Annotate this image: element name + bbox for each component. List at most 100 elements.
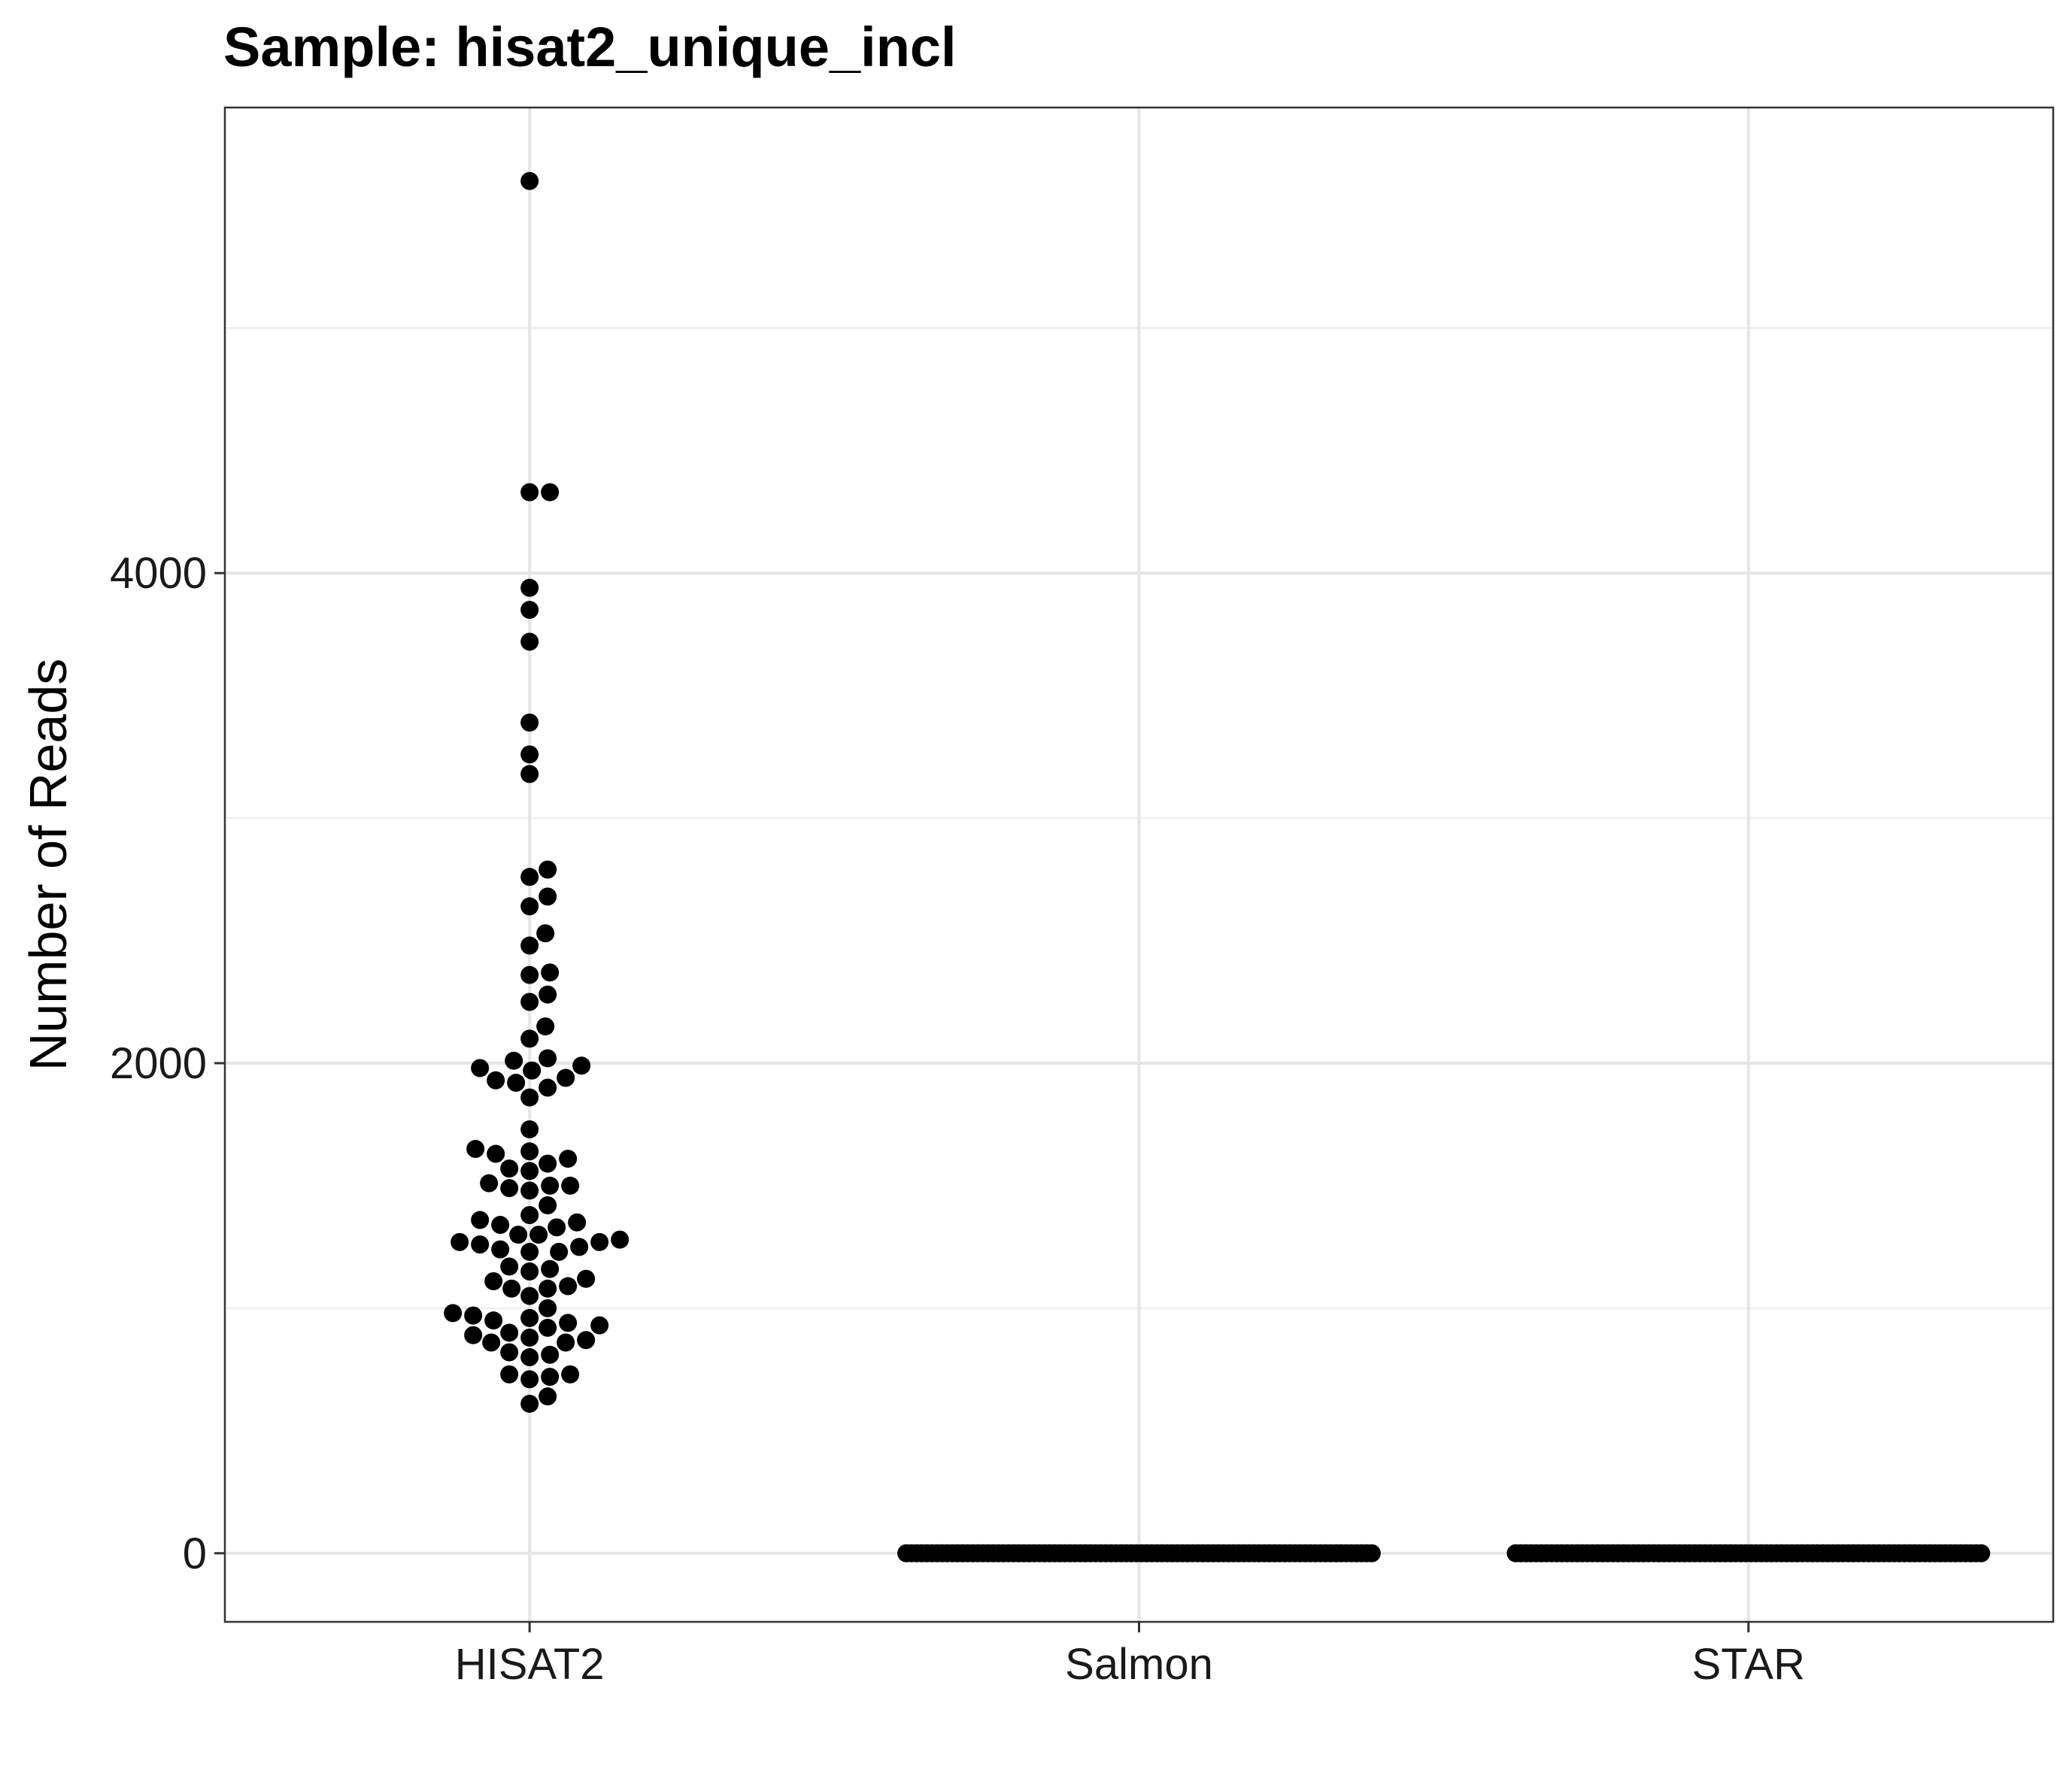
data-point-hisat2 <box>487 1144 505 1163</box>
data-point-hisat2 <box>500 1179 519 1198</box>
data-point-hisat2 <box>541 483 560 502</box>
data-point-hisat2 <box>520 1088 539 1107</box>
data-point-hisat2 <box>520 483 539 502</box>
data-point-hisat2 <box>471 1211 490 1229</box>
grid-lines <box>225 108 2053 1622</box>
data-point-hisat2 <box>520 601 539 620</box>
data-point-hisat2 <box>471 1235 490 1254</box>
data-point-hisat2 <box>541 1259 560 1278</box>
data-point-hisat2 <box>538 1279 557 1298</box>
data-point-hisat2 <box>520 993 539 1011</box>
x-tick-label: STAR <box>1692 1640 1805 1689</box>
data-point-hisat2 <box>538 1078 557 1097</box>
data-point-star <box>1972 1544 1991 1562</box>
data-point-hisat2 <box>520 936 539 955</box>
data-point-hisat2 <box>559 1150 578 1168</box>
data-point-hisat2 <box>561 1365 580 1384</box>
data-point-hisat2 <box>557 1333 575 1352</box>
data-point-hisat2 <box>520 1029 539 1048</box>
data-point-hisat2 <box>464 1306 483 1325</box>
data-point-hisat2 <box>568 1213 587 1232</box>
data-point-hisat2 <box>464 1326 483 1344</box>
data-point-hisat2 <box>466 1140 485 1159</box>
data-point-hisat2 <box>520 868 539 886</box>
data-point-salmon <box>1362 1544 1381 1562</box>
data-point-hisat2 <box>541 1368 560 1387</box>
y-tick-label: 0 <box>183 1529 207 1578</box>
data-point-hisat2 <box>541 1176 560 1195</box>
data-point-hisat2 <box>505 1051 523 1070</box>
data-point-hisat2 <box>611 1230 629 1249</box>
data-point-hisat2 <box>484 1272 503 1291</box>
data-point-hisat2 <box>520 1262 539 1280</box>
data-point-hisat2 <box>538 1154 557 1173</box>
data-point-hisat2 <box>491 1216 510 1235</box>
data-point-hisat2 <box>536 924 555 943</box>
data-point-hisat2 <box>520 1242 539 1261</box>
data-point-hisat2 <box>577 1269 596 1288</box>
data-point-hisat2 <box>538 985 557 1004</box>
data-point-hisat2 <box>570 1238 589 1256</box>
data-point-hisat2 <box>538 1049 557 1068</box>
data-point-hisat2 <box>482 1333 501 1352</box>
data-point-hisat2 <box>520 713 539 732</box>
data-point-hisat2 <box>444 1304 463 1323</box>
data-point-hisat2 <box>538 887 557 906</box>
data-point-hisat2 <box>520 1181 539 1200</box>
data-point-hisat2 <box>538 1318 557 1337</box>
data-point-hisat2 <box>520 965 539 984</box>
data-point-hisat2 <box>500 1343 519 1362</box>
data-point-hisat2 <box>520 632 539 651</box>
data-point-hisat2 <box>548 1218 566 1237</box>
data-point-hisat2 <box>500 1159 519 1178</box>
data-point-hisat2 <box>538 1299 557 1317</box>
data-point-hisat2 <box>590 1232 609 1251</box>
data-point-hisat2 <box>451 1232 469 1251</box>
data-point-hisat2 <box>502 1279 521 1298</box>
data-point-hisat2 <box>520 1394 539 1413</box>
y-axis-title: Number of Reads <box>19 659 77 1071</box>
y-tick-label: 2000 <box>110 1039 207 1088</box>
data-point-hisat2 <box>487 1071 505 1090</box>
data-point-hisat2 <box>572 1056 591 1075</box>
data-point-hisat2 <box>541 1345 560 1364</box>
data-point-hisat2 <box>484 1311 503 1330</box>
data-point-hisat2 <box>520 765 539 783</box>
data-point-hisat2 <box>523 1061 542 1080</box>
data-point-hisat2 <box>550 1242 569 1261</box>
data-point-hisat2 <box>520 897 539 916</box>
data-point-hisat2 <box>507 1074 526 1093</box>
data-point-hisat2 <box>500 1257 519 1276</box>
data-point-hisat2 <box>500 1365 519 1384</box>
x-tick-label: HISAT2 <box>455 1640 605 1689</box>
data-point-hisat2 <box>520 1370 539 1389</box>
data-point-hisat2 <box>557 1068 575 1087</box>
data-point-hisat2 <box>520 1142 539 1161</box>
data-point-hisat2 <box>536 1017 555 1036</box>
data-point-hisat2 <box>520 1348 539 1367</box>
data-point-hisat2 <box>529 1226 548 1244</box>
data-point-hisat2 <box>520 1162 539 1180</box>
data-point-hisat2 <box>520 1120 539 1138</box>
data-point-hisat2 <box>561 1176 580 1195</box>
data-point-hisat2 <box>590 1316 609 1335</box>
data-point-hisat2 <box>480 1174 499 1193</box>
data-point-hisat2 <box>541 963 560 982</box>
data-point-hisat2 <box>520 1206 539 1225</box>
data-point-hisat2 <box>538 1196 557 1214</box>
data-point-hisat2 <box>559 1277 578 1296</box>
y-tick-label: 4000 <box>110 549 207 598</box>
data-point-hisat2 <box>520 1328 539 1347</box>
data-points <box>444 171 1991 1562</box>
y-axis: 0 2000 4000 <box>110 549 225 1578</box>
x-tick-label: Salmon <box>1065 1640 1213 1689</box>
chart-title: Sample: hisat2_unique_incl <box>223 16 957 78</box>
data-point-hisat2 <box>538 1387 557 1406</box>
data-point-hisat2 <box>559 1314 578 1332</box>
data-point-hisat2 <box>520 745 539 764</box>
data-point-hisat2 <box>520 171 539 190</box>
data-point-hisat2 <box>577 1331 596 1350</box>
data-point-hisat2 <box>471 1059 490 1077</box>
data-point-hisat2 <box>520 578 539 597</box>
